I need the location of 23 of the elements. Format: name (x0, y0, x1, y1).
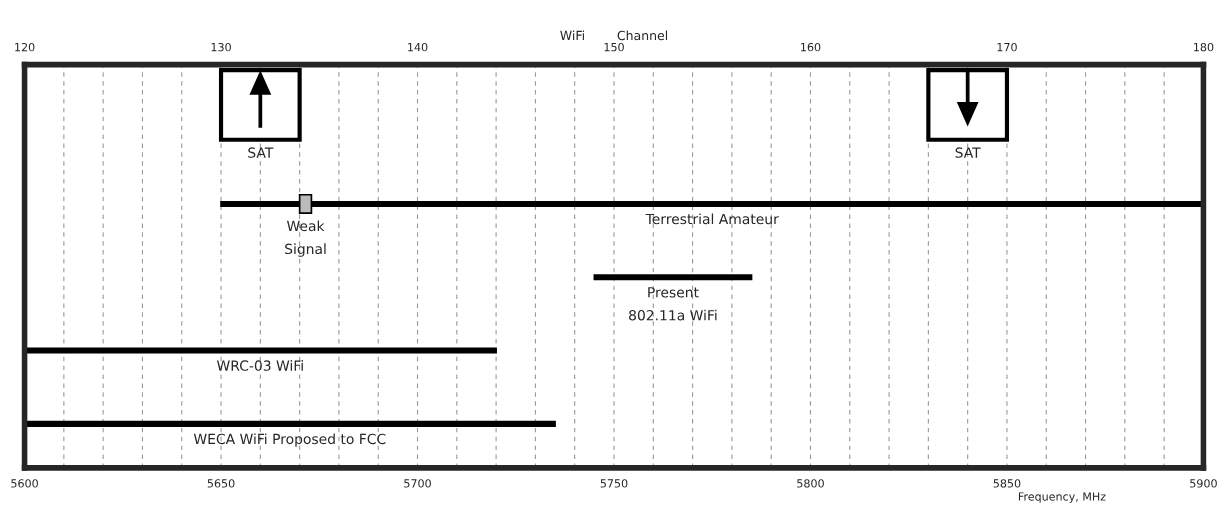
series-label: Weak Signal (285, 220, 326, 257)
x-tick-label: 5850 (993, 479, 1021, 488)
x2-axis-title: WiFi Channel (560, 30, 668, 41)
x-tick-label: 5800 (797, 479, 824, 488)
series-label: SAT (248, 147, 274, 158)
x2-tick-label: 160 (801, 42, 821, 52)
x-axis-title: Frequency, MHz (1018, 492, 1106, 503)
x-tick-label: 5900 (1190, 479, 1217, 488)
x2-tick-label: 120 (15, 42, 35, 52)
x-tick-label: 5650 (207, 479, 235, 488)
series-label: SAT (955, 147, 981, 158)
x-tick-label: 5750 (600, 479, 628, 488)
x2-tick-label: 180 (1194, 42, 1214, 52)
series-label: WRC-03 WiFi (217, 360, 303, 371)
x2-tick-label: 130 (211, 42, 231, 52)
x-tick-label: 5600 (11, 479, 38, 488)
x2-tick-label: 140 (408, 42, 428, 52)
x2-tick-label: 170 (997, 42, 1017, 52)
x-tick-label: 5700 (404, 479, 431, 488)
series-label: WECA WiFi Proposed to FCC (193, 433, 386, 447)
series-label: Terrestrial Amateur (645, 213, 779, 225)
x2-tick-label: 150 (604, 42, 624, 52)
series-label: Present 802.11a WiFi (629, 287, 717, 321)
